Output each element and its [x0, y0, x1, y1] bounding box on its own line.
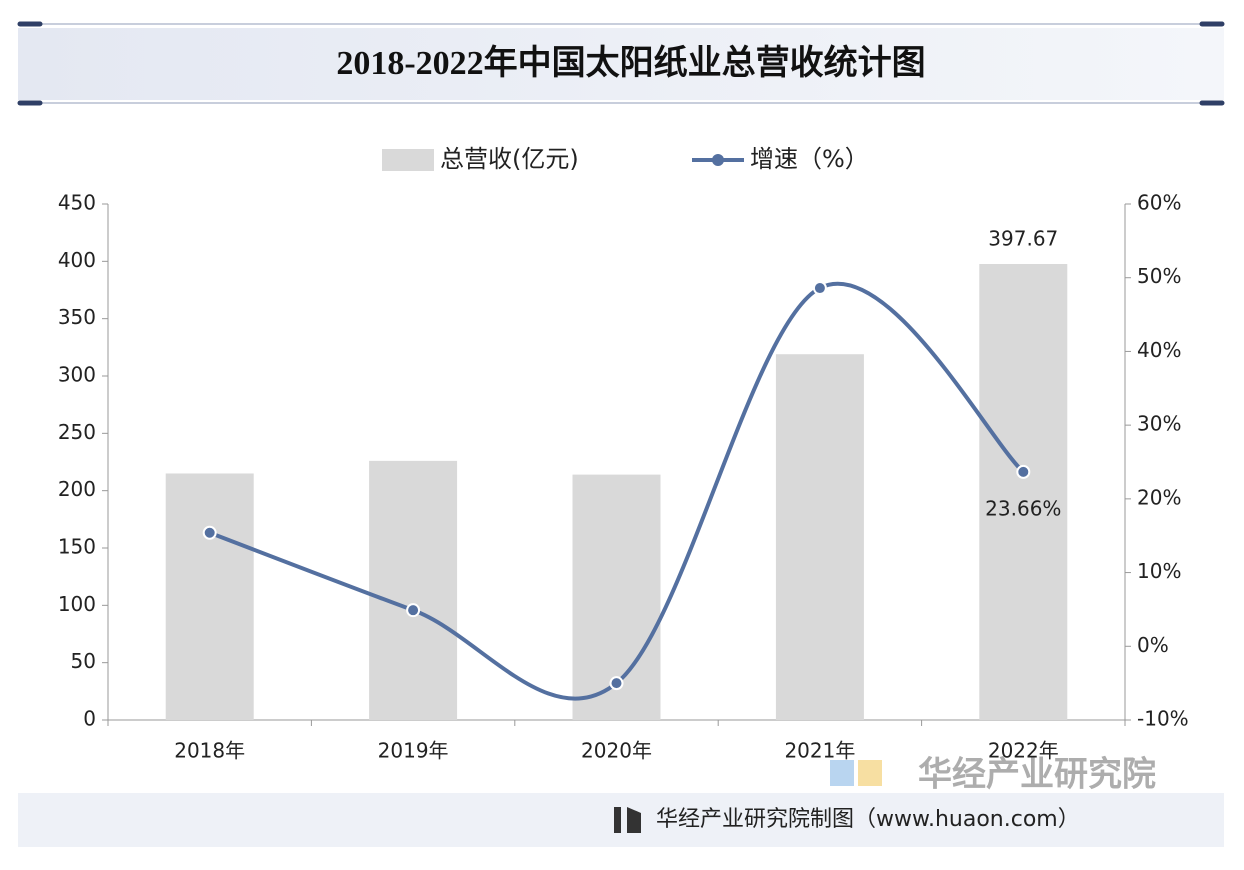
title-band [18, 28, 1224, 100]
chart-title: 2018-2022年中国太阳纸业总营收统计图 [336, 44, 925, 82]
y2-tick-label: 10% [1137, 559, 1181, 583]
x-tick-label: 2021年 [784, 739, 855, 763]
legend-label: 总营收(亿元) [440, 145, 579, 173]
y-tick-label: 250 [58, 420, 96, 444]
y-tick-label: 350 [58, 305, 96, 329]
y2-tick-label: -10% [1137, 707, 1189, 731]
logo [858, 760, 882, 786]
x-tick-label: 2019年 [378, 739, 449, 763]
y-tick-label: 0 [83, 707, 96, 731]
bar [775, 354, 864, 720]
y-tick-label: 200 [58, 477, 96, 501]
y2-tick-label: 20% [1137, 485, 1181, 509]
y2-tick-label: 60% [1137, 191, 1181, 215]
logo [830, 760, 854, 786]
y-tick-label: 400 [58, 248, 96, 272]
y-tick-label: 450 [58, 191, 96, 215]
source-note: 华经产业研究院制图（www.huaon.com） [656, 807, 1080, 832]
line-point [202, 525, 217, 540]
line-point [1016, 464, 1031, 479]
y-tick-label: 50 [71, 649, 96, 673]
y-tick-label: 100 [58, 592, 96, 616]
line-point [406, 603, 421, 618]
y-tick-label: 150 [58, 535, 96, 559]
line-point [609, 676, 624, 691]
y-tick-label: 300 [58, 363, 96, 387]
bar-value-label: 397.67 [988, 227, 1058, 251]
line [208, 281, 1025, 701]
y2-tick-label: 40% [1137, 338, 1181, 362]
watermark: 华经产业研究院 [918, 755, 1156, 795]
bar [369, 460, 458, 720]
y2-tick-label: 0% [1137, 633, 1169, 657]
bar [979, 264, 1068, 720]
line-value-label: 23.66% [985, 496, 1061, 520]
x-tick-label: 2022年 [988, 739, 1059, 763]
y2-tick-label: 30% [1137, 412, 1181, 436]
footer-icon [614, 807, 621, 833]
legend-label: 增速（%） [750, 145, 869, 173]
legend-swatch [382, 149, 434, 171]
line-point [812, 281, 827, 296]
y2-tick-label: 50% [1137, 264, 1181, 288]
footer-icon [627, 807, 641, 833]
x-tick-label: 2020年 [581, 739, 652, 763]
x-tick-label: 2018年 [174, 739, 245, 763]
bar [165, 473, 254, 720]
legend-swatch [712, 154, 724, 166]
